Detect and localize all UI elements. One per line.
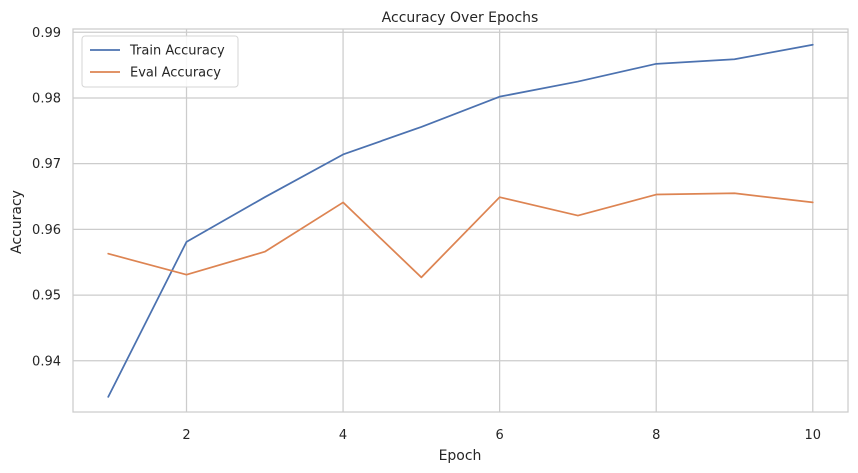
y-axis-label: Accuracy [9,190,25,254]
y-tick-label: 0.94 [32,354,61,369]
plot-area-frame [72,28,849,413]
y-tick-label: 0.98 [32,91,61,106]
legend-label-1: Eval Accuracy [130,66,221,81]
x-axis-ticks: 2 4 6 8 10 [182,428,821,443]
y-tick-label: 0.96 [32,223,61,238]
grid-lines [73,29,848,412]
legend-label-0: Train Accuracy [129,44,225,59]
chart-title: Accuracy Over Epochs [382,10,539,26]
y-tick-label: 0.97 [32,157,61,172]
y-axis-ticks: 0.94 0.95 0.96 0.97 0.98 0.99 [32,26,61,369]
x-tick-label: 4 [339,428,347,443]
x-tick-label: 2 [182,428,190,443]
series-layer [107,43,814,398]
legend: Train Accuracy Eval Accuracy [81,35,239,88]
x-tick-label: 10 [804,428,821,443]
x-axis-label: Epoch [439,448,482,464]
y-tick-label: 0.95 [32,289,61,304]
series-line-0 [107,43,814,398]
y-tick-label: 0.99 [32,26,61,41]
x-tick-label: 6 [496,428,504,443]
series-line-1 [107,192,814,279]
legend-box [81,35,239,88]
x-tick-label: 8 [652,428,660,443]
